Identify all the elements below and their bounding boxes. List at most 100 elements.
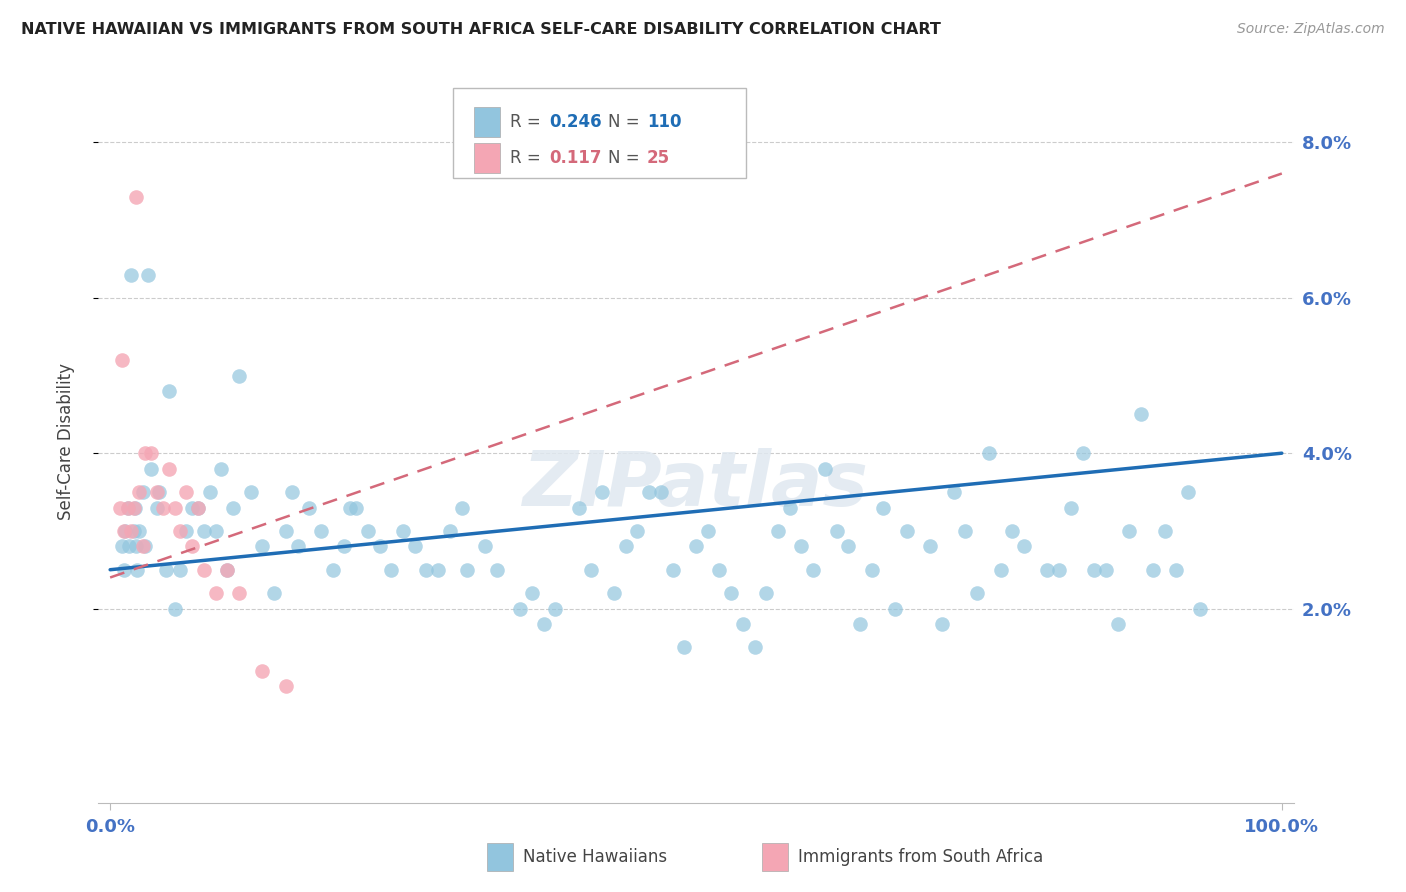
Point: [1177, 485, 1199, 500]
Point: [217, 563, 239, 577]
Point: [650, 485, 672, 500]
Point: [920, 540, 942, 554]
Point: [1153, 524, 1175, 538]
Point: [1188, 601, 1211, 615]
Point: [766, 524, 789, 538]
Point: [146, 485, 169, 500]
Point: [1036, 563, 1059, 577]
Point: [125, 540, 148, 554]
Point: [141, 446, 163, 460]
Point: [181, 500, 204, 515]
Point: [127, 563, 149, 577]
Text: N =: N =: [607, 149, 644, 168]
Point: [134, 540, 156, 554]
Point: [533, 617, 555, 632]
Point: [860, 563, 883, 577]
Point: [603, 586, 626, 600]
Point: [1071, 446, 1094, 460]
Point: [485, 563, 508, 577]
Point: [322, 563, 344, 577]
Point: [568, 500, 591, 515]
Point: [239, 485, 262, 500]
Point: [252, 540, 274, 554]
Point: [187, 500, 209, 515]
Text: R =: R =: [509, 149, 551, 168]
Point: [439, 524, 461, 538]
Point: [755, 586, 778, 600]
Point: [120, 524, 142, 538]
Point: [392, 524, 415, 538]
Point: [157, 461, 180, 475]
Point: [896, 524, 918, 538]
Point: [163, 500, 186, 515]
Point: [125, 190, 148, 204]
Point: [193, 524, 215, 538]
Point: [457, 563, 479, 577]
Text: 25: 25: [647, 149, 671, 168]
Point: [1118, 524, 1140, 538]
Point: [368, 540, 391, 554]
Point: [298, 500, 321, 515]
Point: [117, 500, 139, 515]
Point: [884, 601, 907, 615]
Point: [339, 500, 361, 515]
Text: N =: N =: [607, 113, 644, 131]
FancyBboxPatch shape: [486, 843, 513, 871]
Point: [333, 540, 356, 554]
Point: [801, 563, 824, 577]
Point: [661, 563, 683, 577]
Point: [1107, 617, 1129, 632]
Point: [228, 368, 250, 383]
Point: [591, 485, 613, 500]
Point: [118, 540, 141, 554]
Point: [111, 540, 134, 554]
Point: [263, 586, 285, 600]
Point: [309, 524, 332, 538]
Point: [520, 586, 543, 600]
Point: [174, 485, 197, 500]
Point: [709, 563, 731, 577]
Text: 110: 110: [647, 113, 682, 131]
Point: [1012, 540, 1035, 554]
Point: [415, 563, 437, 577]
Point: [124, 500, 146, 515]
Point: [169, 563, 191, 577]
Point: [990, 563, 1012, 577]
Text: ZIPatlas: ZIPatlas: [523, 448, 869, 522]
Point: [148, 485, 170, 500]
Point: [112, 563, 135, 577]
Point: [217, 563, 239, 577]
Point: [287, 540, 309, 554]
Point: [274, 524, 297, 538]
Point: [1166, 563, 1188, 577]
Point: [134, 446, 156, 460]
Text: Native Hawaiians: Native Hawaiians: [523, 848, 666, 866]
Point: [825, 524, 848, 538]
FancyBboxPatch shape: [474, 107, 501, 137]
Point: [128, 524, 150, 538]
Point: [344, 500, 367, 515]
Point: [1095, 563, 1118, 577]
Point: [211, 461, 233, 475]
Point: [193, 563, 215, 577]
Point: [252, 664, 274, 678]
Point: [122, 500, 145, 515]
Text: 0.117: 0.117: [548, 149, 602, 168]
Text: NATIVE HAWAIIAN VS IMMIGRANTS FROM SOUTH AFRICA SELF-CARE DISABILITY CORRELATION: NATIVE HAWAIIAN VS IMMIGRANTS FROM SOUTH…: [21, 22, 941, 37]
Point: [579, 563, 602, 577]
Point: [380, 563, 402, 577]
Point: [122, 524, 145, 538]
Point: [966, 586, 988, 600]
Point: [790, 540, 813, 554]
Point: [955, 524, 977, 538]
Point: [152, 500, 174, 515]
Text: Source: ZipAtlas.com: Source: ZipAtlas.com: [1237, 22, 1385, 37]
Point: [204, 586, 226, 600]
Point: [132, 540, 155, 554]
FancyBboxPatch shape: [762, 843, 787, 871]
Point: [111, 353, 134, 368]
Point: [720, 586, 742, 600]
Point: [120, 268, 142, 282]
Point: [509, 601, 531, 615]
Point: [731, 617, 754, 632]
